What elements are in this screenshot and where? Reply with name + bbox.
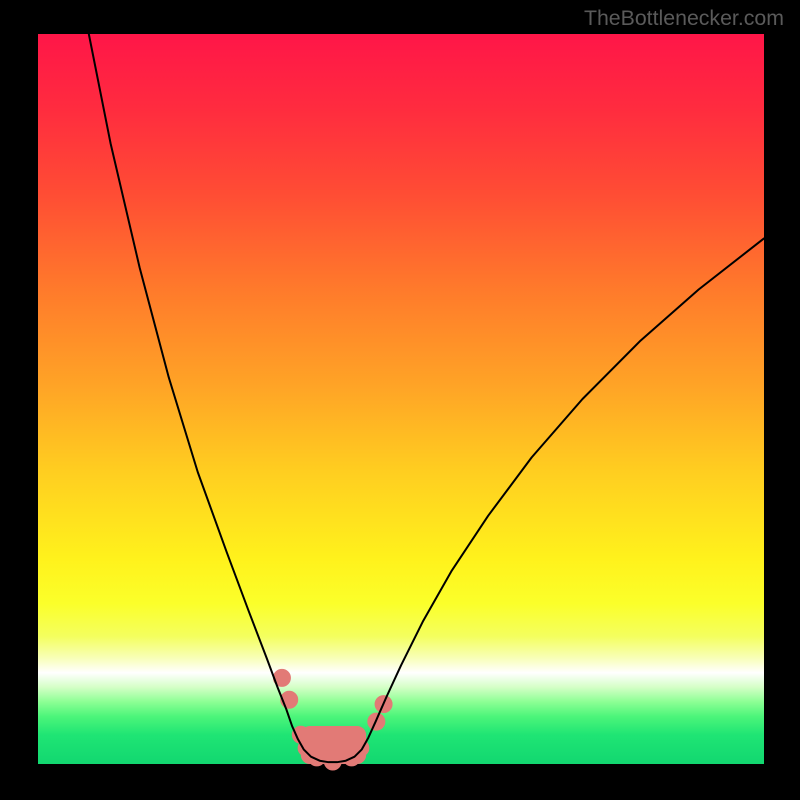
watermark: TheBottlenecker.com [584,6,784,31]
stage: TheBottlenecker.com [0,0,800,800]
bottleneck-curve [89,34,764,762]
curve-layer [0,0,800,800]
